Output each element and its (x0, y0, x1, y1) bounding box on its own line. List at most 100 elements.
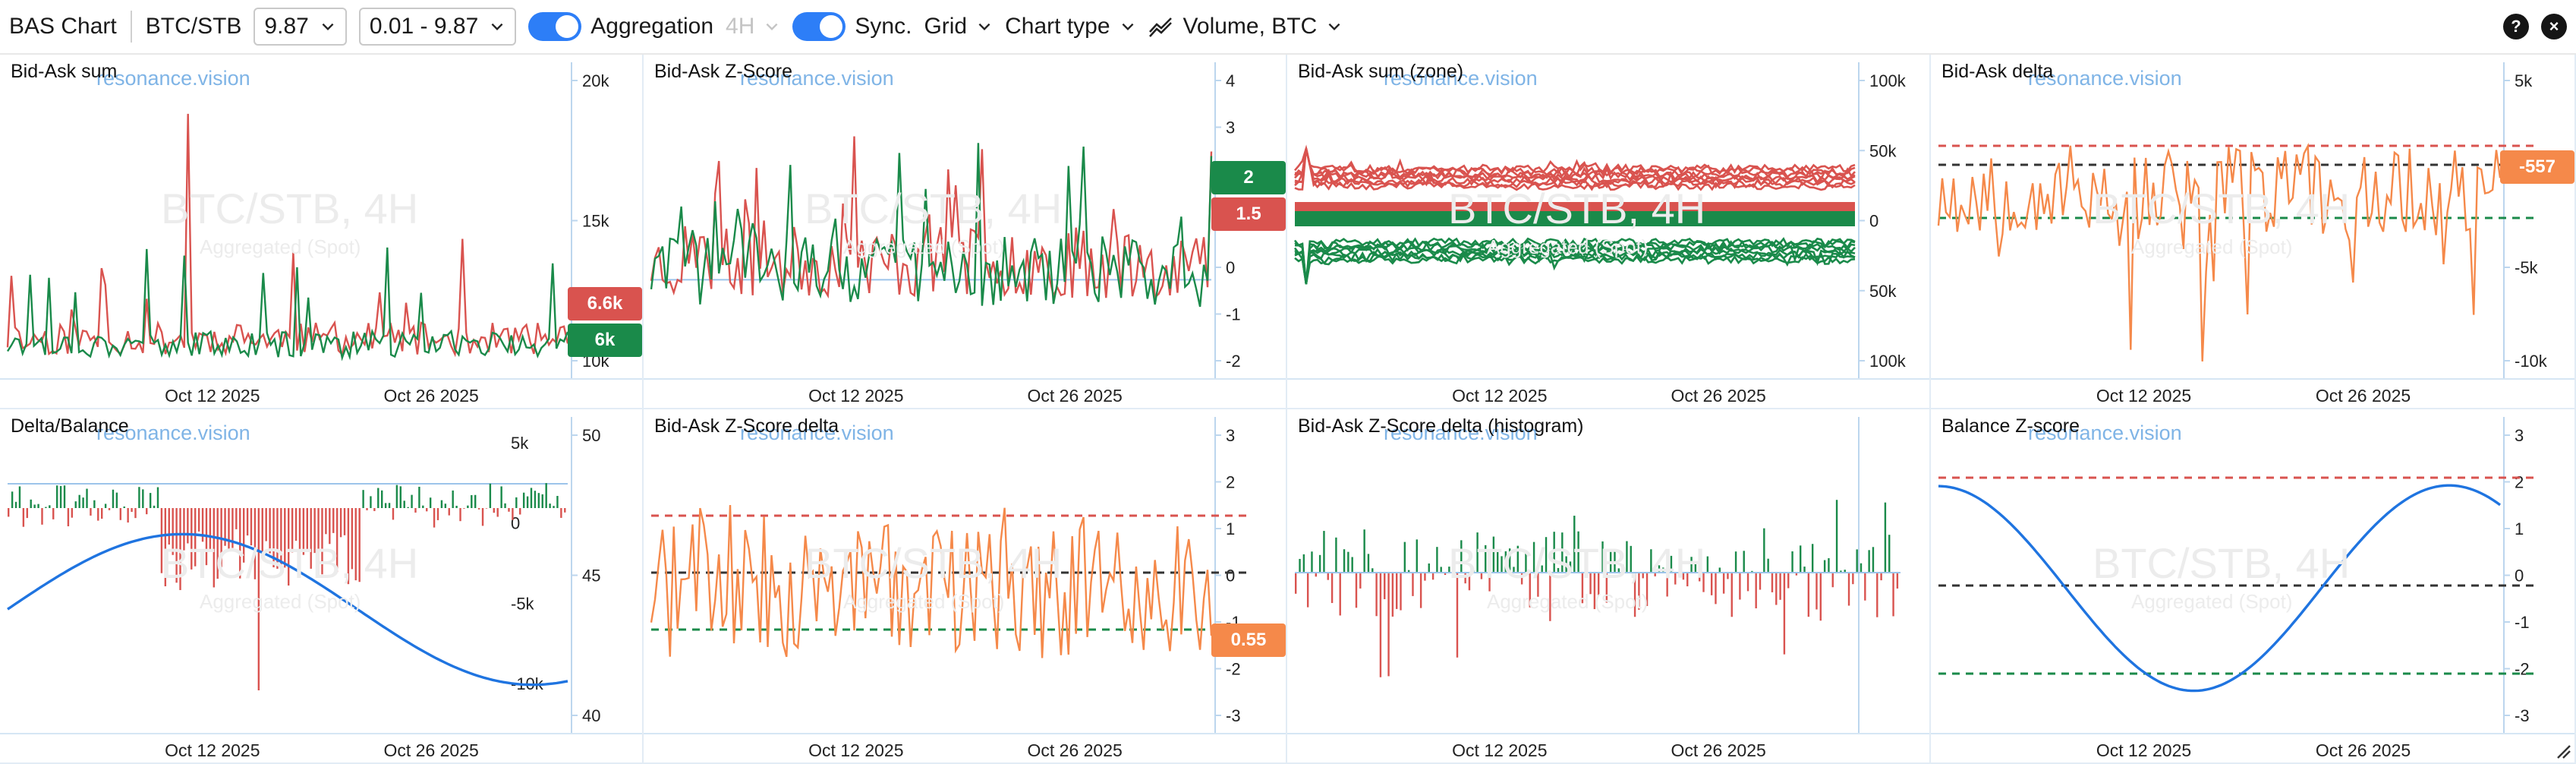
last-value-badge: 6k (568, 324, 642, 357)
zone-center-band-ask (1295, 202, 1855, 211)
histogram-bar (313, 508, 316, 554)
sync-switch[interactable] (792, 12, 846, 41)
histogram-bar (1763, 528, 1765, 573)
histogram-bar (1771, 573, 1774, 592)
histogram-bar (321, 508, 323, 575)
histogram-bar (455, 505, 458, 508)
histogram-bar (1485, 545, 1487, 573)
histogram-bar (1553, 532, 1555, 573)
histogram-bar (512, 508, 514, 520)
histogram-bar (373, 508, 376, 511)
histogram-bar (444, 504, 447, 508)
histogram-bar (1440, 567, 1442, 573)
volume-label: Volume, BTC (1183, 14, 1318, 39)
histogram-bar (250, 508, 253, 546)
histogram-bar (1609, 551, 1612, 573)
timeframe-select[interactable]: 4H (726, 14, 780, 39)
help-icon[interactable]: ? (2503, 14, 2529, 39)
histogram-bar (1492, 536, 1495, 573)
sync-label: Sync. (855, 14, 912, 39)
histogram-bar (1791, 551, 1793, 573)
histogram-bar (235, 508, 238, 529)
resize-handle-icon[interactable] (2555, 743, 2571, 759)
sync-toggle[interactable]: Sync. (792, 12, 912, 41)
y-tick-label: 15k (582, 212, 609, 231)
histogram-bar (1727, 573, 1729, 579)
chart-type-menu[interactable]: Chart type (1005, 14, 1135, 39)
zone-bid-line (1295, 242, 1856, 285)
histogram-bar (1573, 516, 1576, 573)
histogram-bar (1856, 549, 1858, 573)
chart-svg: 100k 50k 0 50k 100k Oct 12 2025 Oct 26 2025 (1287, 62, 1929, 406)
histogram-bar (477, 508, 480, 510)
histogram-bar (496, 508, 499, 517)
grid-label: Grid (924, 14, 968, 39)
histogram-bar (1621, 564, 1624, 573)
watermark-source: Aggregated (Spot) (2131, 590, 2293, 613)
histogram-bar (452, 490, 454, 508)
close-icon[interactable]: × (2541, 14, 2567, 39)
timeframe-text: 4H (726, 14, 755, 39)
last-value-badge: 2 (1211, 161, 1286, 194)
watermark-site: resonance.vision (1384, 421, 1538, 444)
histogram-bar (55, 485, 58, 508)
histogram-bar (1569, 561, 1572, 573)
chart-panel-1[interactable]: 20k 15k 10k Oct 12 2025 Oct 26 2025 resonance… (0, 55, 644, 409)
histogram-bar (265, 508, 267, 541)
histogram-bar (1896, 573, 1899, 589)
histogram-bar (1311, 551, 1313, 573)
grid-menu[interactable]: Grid (924, 14, 993, 39)
histogram-bar (224, 508, 226, 546)
histogram-bar (1783, 573, 1786, 655)
histogram-bar (164, 508, 167, 586)
histogram-bar (1715, 573, 1717, 605)
histogram-bar (1686, 573, 1689, 587)
watermark-site: resonance.vision (96, 421, 250, 444)
histogram-bar (310, 508, 312, 569)
histogram-bar (1617, 568, 1620, 573)
histogram-bar (1815, 573, 1818, 610)
chart-svg: 3 2 1 0 -1 -2 -3 Oct 12 2025 Oct 26 2025 (1931, 417, 2574, 760)
watermark-site: resonance.vision (2028, 421, 2182, 444)
chart-panel-3[interactable]: 100k 50k 0 50k 100k Oct 12 2025 Oct 26 2025 res… (1287, 55, 1931, 409)
histogram-bar (545, 483, 547, 508)
histogram-bar (381, 490, 383, 508)
chart-panel-7[interactable]: Oct 12 2025 Oct 26 2025 resonance.vision BT… (1287, 409, 1931, 764)
histogram-bar (41, 508, 43, 525)
chart-panel-6[interactable]: 3 2 1 0 -1 -2 -3 Oct 12 2025 Oct 26 2025 resonanc… (644, 409, 1287, 764)
histogram-bar (1355, 573, 1358, 608)
y-tick-label: 50k (1869, 141, 1897, 160)
zone-bid-line (1293, 245, 1856, 285)
histogram-bar (261, 508, 263, 554)
chart-panel-5[interactable]: 50 45 40 5k 0 -5k -10k Oct 12 2025 Oct 26 2025 re… (0, 409, 644, 764)
histogram-bar (1593, 573, 1596, 610)
histogram-bar (269, 508, 271, 554)
histogram-bar (1674, 573, 1677, 585)
y-tick-label: 1 (1226, 519, 1235, 538)
series-bid-sum-line (6, 247, 569, 361)
y-tick-label: 1 (2515, 519, 2524, 538)
histogram-bar (306, 508, 308, 551)
histogram-bar (280, 508, 282, 569)
volume-menu[interactable]: Volume, BTC (1148, 14, 1343, 39)
histogram-bar (1444, 573, 1447, 576)
histogram-bar (1387, 573, 1390, 677)
histogram-bar (403, 500, 405, 508)
symbol-label[interactable]: BTC/STB (145, 14, 242, 39)
histogram-bar (1779, 573, 1781, 600)
range-value-select[interactable]: 9.87 (254, 8, 347, 46)
aggregation-toggle[interactable]: Aggregation (528, 12, 713, 41)
aggregation-switch[interactable] (528, 12, 582, 41)
histogram-bar (1626, 541, 1628, 573)
histogram-bar (172, 508, 174, 555)
histogram-bar (153, 505, 156, 508)
histogram-bar (179, 508, 181, 590)
chart-title: BAS Chart (9, 14, 117, 39)
watermark-pair: BTC/STB, 4H (2093, 185, 2351, 232)
y-tick-label: 100k (1869, 71, 1907, 90)
chart-panel-8[interactable]: 3 2 1 0 -1 -2 -3 Oct 12 2025 Oct 26 2025 resonanc… (1931, 409, 2576, 764)
y-tick-label: 3 (1226, 426, 1235, 445)
range-interval-select[interactable]: 0.01 - 9.87 (358, 8, 517, 46)
